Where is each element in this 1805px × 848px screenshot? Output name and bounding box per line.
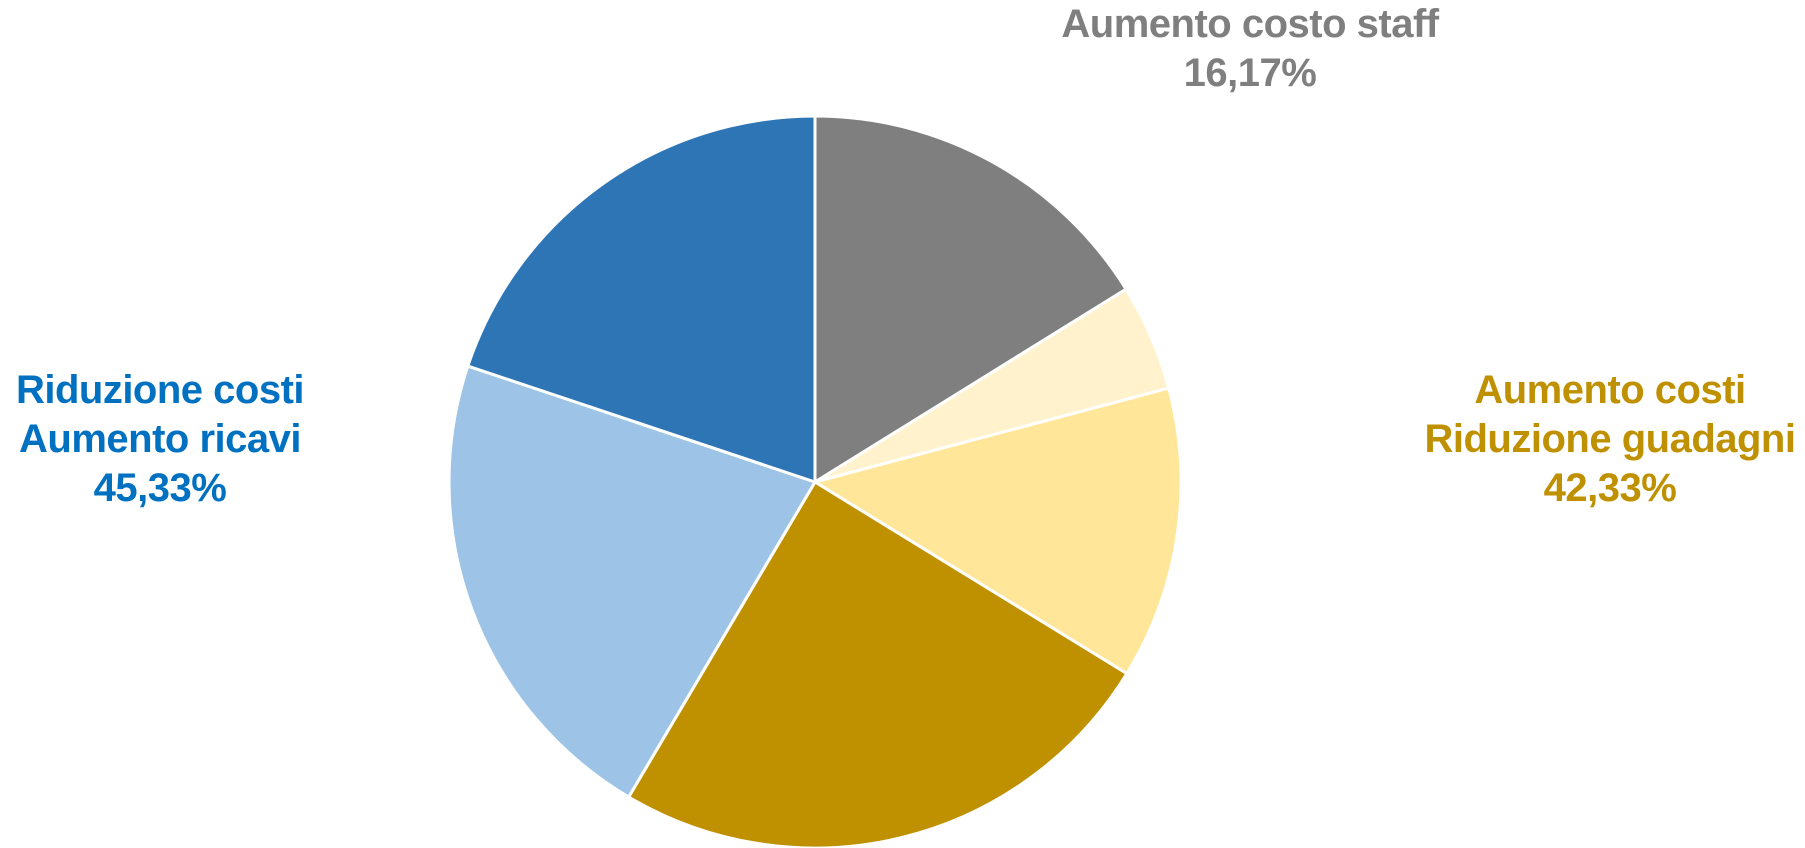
label-aumento-costo-staff: Aumento costo staff 16,17% (1040, 0, 1460, 98)
label-right-value: 42,33% (1543, 466, 1677, 510)
label-left-title: Riduzione costi (15, 368, 305, 412)
label-riduzione-costi: Riduzione costi Aumento ricavi 45,33% (0, 366, 370, 513)
label-right-subtitle: Riduzione guadagni (1424, 417, 1796, 461)
label-staff-title: Aumento costo staff (1061, 2, 1439, 46)
pie-slice-4 (627, 480, 1129, 848)
label-left-subtitle: Aumento ricavi (19, 417, 301, 461)
pie-slice-5 (447, 364, 817, 799)
pie-slice-3 (813, 386, 1183, 676)
pie-slice-6 (466, 114, 817, 484)
label-right-title: Aumento costi (1474, 368, 1746, 412)
pie-slice-1 (813, 114, 1128, 484)
label-staff-value: 16,17% (1183, 51, 1317, 95)
label-left-value: 45,33% (93, 466, 227, 510)
label-aumento-costi: Aumento costi Riduzione guadagni 42,33% (1400, 366, 1805, 513)
